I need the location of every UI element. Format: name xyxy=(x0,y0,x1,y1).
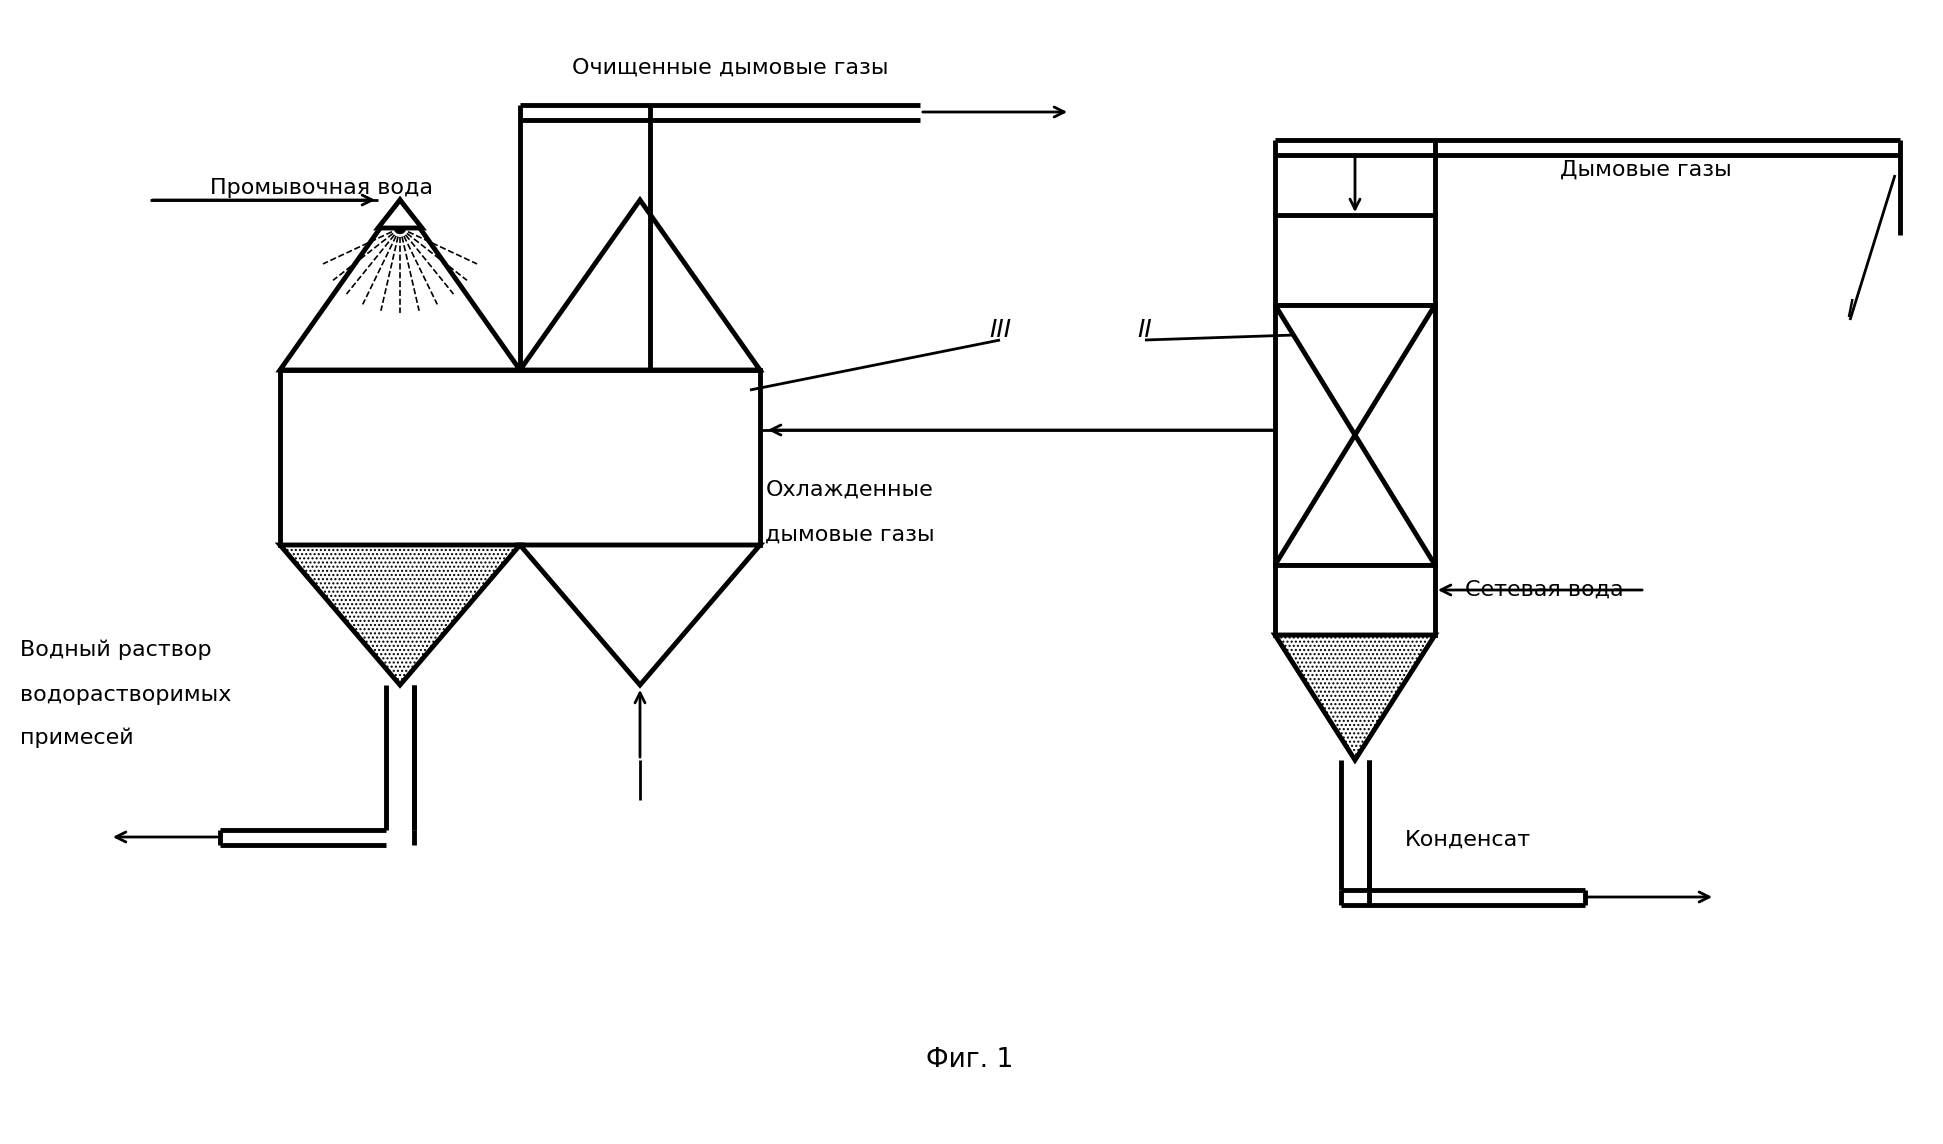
Polygon shape xyxy=(1275,635,1436,760)
Text: Фиг. 1: Фиг. 1 xyxy=(927,1047,1014,1073)
Text: Очищенные дымовые газы: Очищенные дымовые газы xyxy=(571,58,888,78)
Text: III: III xyxy=(989,318,1010,342)
Polygon shape xyxy=(280,545,521,685)
Text: I: I xyxy=(1846,297,1854,321)
Text: Дымовые газы: Дымовые газы xyxy=(1560,160,1731,180)
Text: Конденсат: Конденсат xyxy=(1405,831,1531,850)
Polygon shape xyxy=(379,200,422,228)
Bar xyxy=(1275,305,1436,565)
Text: Промывочная вода: Промывочная вода xyxy=(210,178,433,198)
Polygon shape xyxy=(280,200,521,370)
Polygon shape xyxy=(521,200,760,370)
Text: Сетевая вода: Сетевая вода xyxy=(1465,580,1624,599)
Text: II: II xyxy=(1137,318,1152,342)
Bar xyxy=(1275,565,1436,635)
Text: дымовые газы: дымовые газы xyxy=(766,525,935,545)
Text: примесей: примесей xyxy=(19,728,134,748)
Polygon shape xyxy=(521,545,760,685)
Text: Водный раствор: Водный раствор xyxy=(19,639,212,660)
Text: Охлажденные: Охлажденные xyxy=(766,480,935,500)
Bar xyxy=(280,370,760,545)
Text: водорастворимых: водорастворимых xyxy=(19,685,231,705)
Bar xyxy=(1275,215,1436,305)
